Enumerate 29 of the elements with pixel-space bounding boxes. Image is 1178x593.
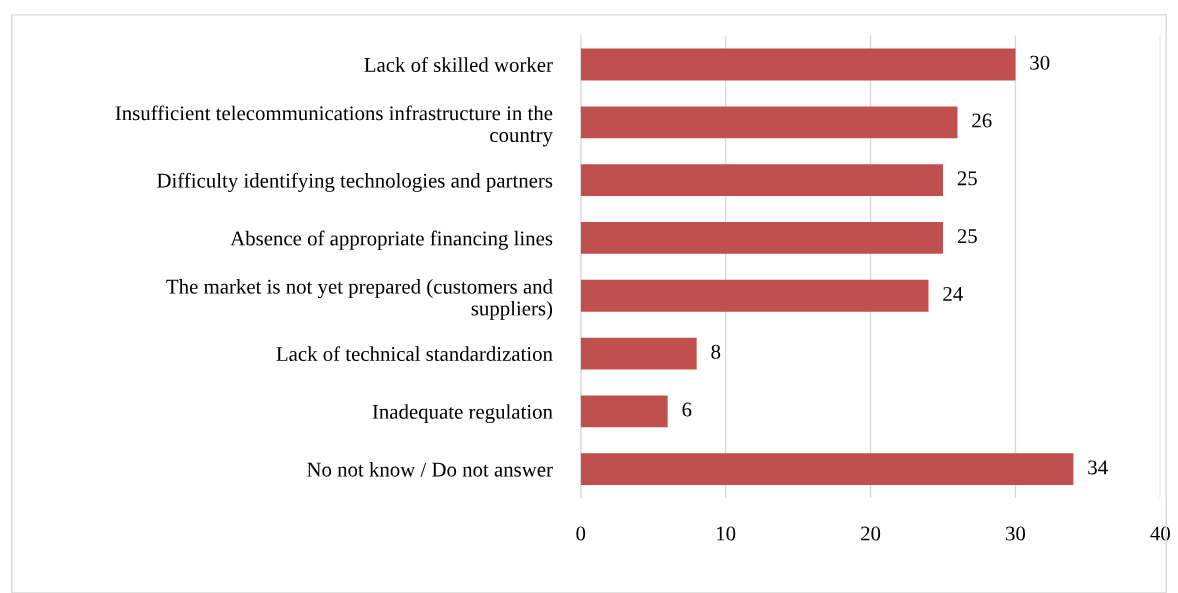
bar: [580, 222, 943, 254]
y-tick-label: Lack of technical standardization: [276, 346, 553, 362]
x-tick-label: 20: [861, 526, 881, 541]
data-label: 25: [957, 229, 977, 244]
bar: [580, 106, 958, 139]
data-label: 26: [972, 113, 992, 128]
data-label: 8: [711, 344, 721, 359]
x-tick-label: 40: [1150, 526, 1170, 541]
bar: [580, 279, 929, 312]
data-label: 6: [682, 402, 692, 417]
x-tick-label: 30: [1006, 526, 1026, 541]
bar: [580, 164, 943, 197]
y-tick-label: Difficulty identifying technologies and partners: [157, 172, 553, 192]
data-label: 24: [943, 286, 963, 301]
x-tick-label: 0: [576, 526, 586, 541]
y-tick-label: Lack of skilled worker: [364, 57, 553, 72]
data-label: 25: [957, 171, 977, 186]
y-tick-label: The market is not yet prepared (customers and suppliers): [166, 279, 553, 320]
bar: [580, 48, 1016, 81]
y-tick-label: No not know / Do not answer: [307, 461, 553, 477]
data-label: 30: [1030, 55, 1050, 70]
y-tick-label: Insufficient telecommunications infrastructure in the country: [115, 105, 553, 147]
bar: [580, 453, 1074, 486]
data-label: 34: [1088, 460, 1108, 475]
bar: [580, 337, 697, 370]
x-tick-label: 10: [717, 526, 736, 541]
y-tick-label: Absence of appropriate financing lines: [230, 230, 553, 250]
y-tick-label: Inadequate regulation: [372, 404, 553, 424]
bar: [580, 395, 668, 428]
